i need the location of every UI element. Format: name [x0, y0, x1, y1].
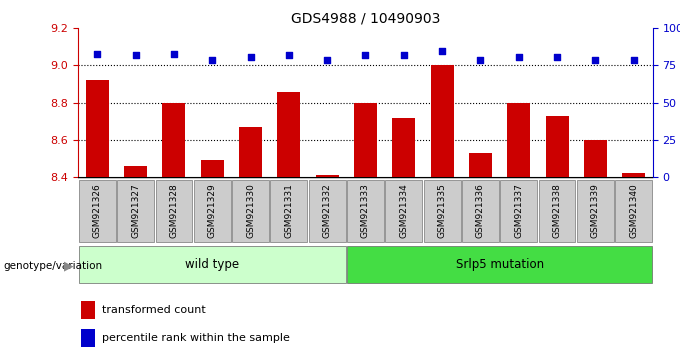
Text: genotype/variation: genotype/variation — [3, 261, 103, 271]
Title: GDS4988 / 10490903: GDS4988 / 10490903 — [291, 12, 440, 26]
Bar — [392, 118, 415, 177]
Text: transformed count: transformed count — [102, 305, 206, 315]
Text: GSM921338: GSM921338 — [553, 183, 562, 238]
Bar — [584, 140, 607, 177]
FancyBboxPatch shape — [615, 180, 652, 241]
Bar — [124, 166, 147, 177]
Text: GSM921332: GSM921332 — [323, 183, 332, 238]
Point — [130, 52, 141, 58]
Text: GSM921328: GSM921328 — [169, 183, 178, 238]
Bar — [239, 127, 262, 177]
Text: wild type: wild type — [185, 258, 239, 271]
Point — [284, 52, 294, 58]
FancyBboxPatch shape — [271, 180, 307, 241]
FancyBboxPatch shape — [347, 180, 384, 241]
Bar — [163, 103, 186, 177]
Point — [322, 57, 333, 62]
Point — [590, 57, 600, 62]
Text: GSM921330: GSM921330 — [246, 183, 255, 238]
FancyBboxPatch shape — [79, 180, 116, 241]
Point — [475, 57, 486, 62]
Bar — [316, 175, 339, 177]
FancyBboxPatch shape — [117, 180, 154, 241]
Point — [245, 54, 256, 59]
Text: GSM921337: GSM921337 — [514, 183, 523, 238]
Point — [437, 48, 447, 53]
Point — [551, 54, 562, 59]
Point — [169, 51, 180, 56]
Point — [207, 57, 218, 62]
Bar — [277, 92, 301, 177]
FancyBboxPatch shape — [156, 180, 192, 241]
Bar — [622, 173, 645, 177]
Bar — [201, 160, 224, 177]
Text: GSM921339: GSM921339 — [591, 183, 600, 238]
Bar — [354, 103, 377, 177]
Bar — [86, 80, 109, 177]
Point — [92, 51, 103, 56]
Point — [360, 52, 371, 58]
FancyBboxPatch shape — [347, 246, 652, 283]
Text: GSM921333: GSM921333 — [361, 183, 370, 238]
Point — [628, 57, 639, 62]
Text: GSM921335: GSM921335 — [438, 183, 447, 238]
Bar — [545, 116, 568, 177]
FancyBboxPatch shape — [577, 180, 614, 241]
Text: GSM921329: GSM921329 — [208, 183, 217, 238]
Bar — [81, 329, 95, 347]
Bar — [81, 301, 95, 319]
FancyBboxPatch shape — [194, 180, 231, 241]
Text: GSM921334: GSM921334 — [399, 183, 408, 238]
FancyBboxPatch shape — [539, 180, 575, 241]
Text: ▶: ▶ — [64, 260, 73, 273]
FancyBboxPatch shape — [232, 180, 269, 241]
Point — [398, 52, 409, 58]
FancyBboxPatch shape — [386, 180, 422, 241]
FancyBboxPatch shape — [500, 180, 537, 241]
FancyBboxPatch shape — [309, 180, 345, 241]
Text: GSM921326: GSM921326 — [93, 183, 102, 238]
Text: GSM921340: GSM921340 — [629, 183, 638, 238]
FancyBboxPatch shape — [462, 180, 499, 241]
Bar — [430, 65, 454, 177]
Text: GSM921331: GSM921331 — [284, 183, 293, 238]
Bar — [507, 103, 530, 177]
Bar — [469, 153, 492, 177]
Point — [513, 54, 524, 59]
Text: GSM921327: GSM921327 — [131, 183, 140, 238]
FancyBboxPatch shape — [79, 246, 345, 283]
Text: GSM921336: GSM921336 — [476, 183, 485, 238]
Text: percentile rank within the sample: percentile rank within the sample — [102, 333, 290, 343]
FancyBboxPatch shape — [424, 180, 460, 241]
Text: Srlp5 mutation: Srlp5 mutation — [456, 258, 543, 271]
